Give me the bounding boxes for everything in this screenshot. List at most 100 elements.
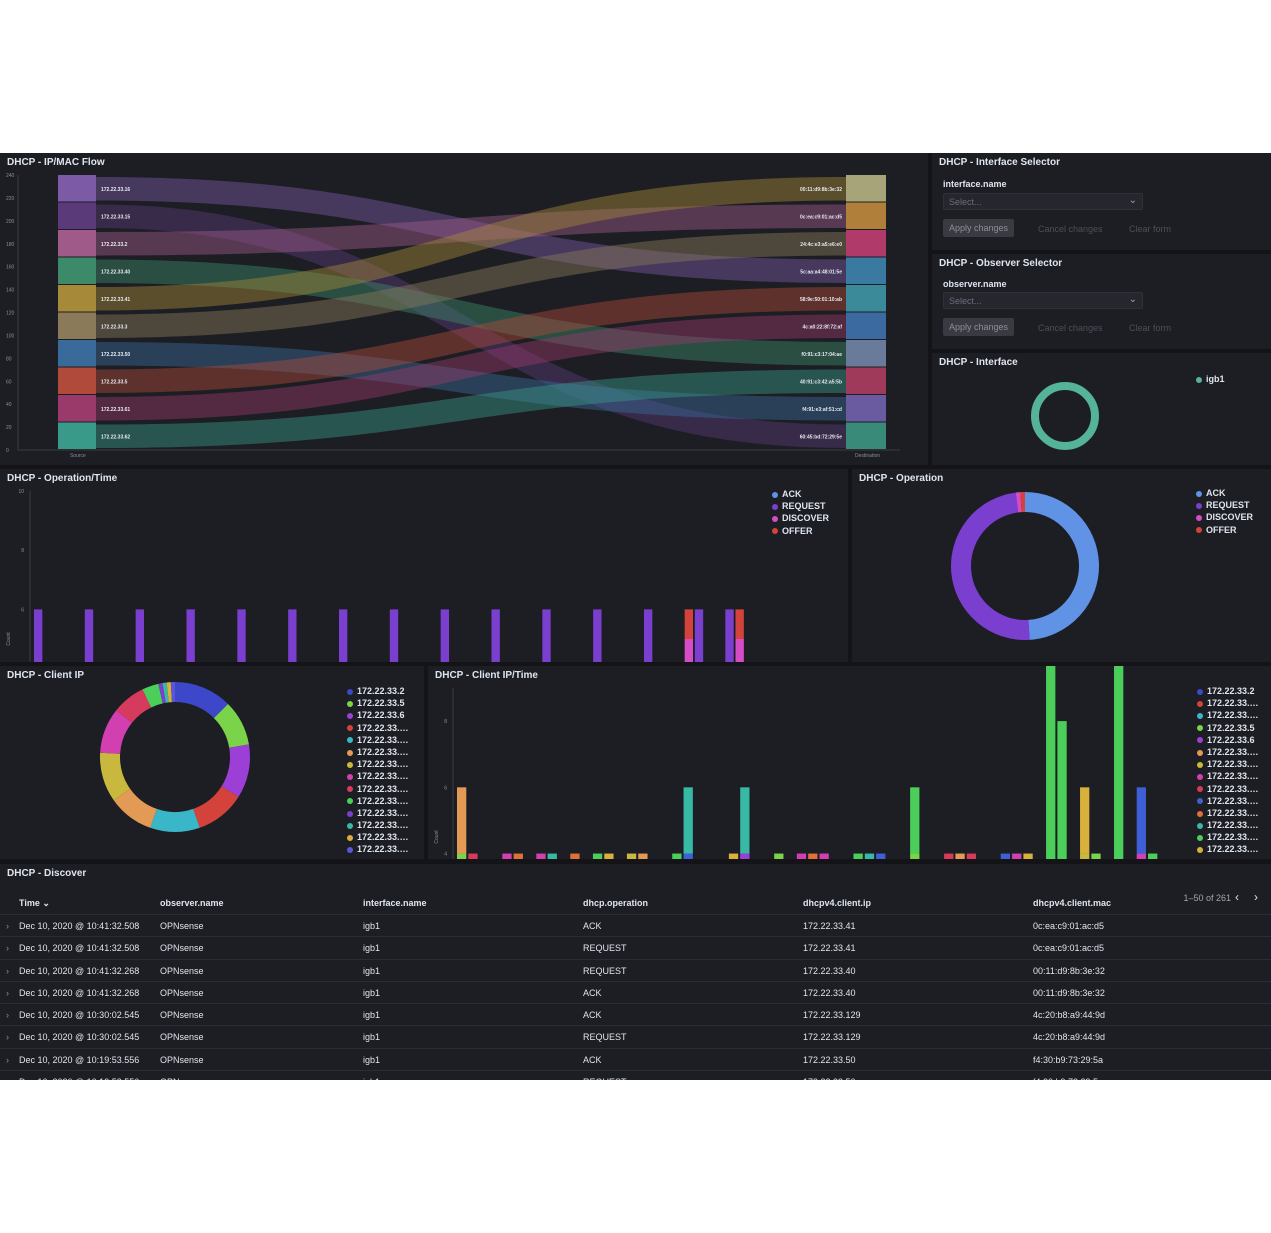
expand-row-icon[interactable]: › bbox=[6, 987, 9, 998]
donut-slice-igb1 bbox=[1031, 382, 1099, 450]
column-header[interactable]: dhcpv4.client.mac bbox=[1033, 898, 1112, 908]
table-cell: REQUEST bbox=[583, 1032, 627, 1043]
bar-segment bbox=[288, 609, 297, 662]
legend-item[interactable]: 172.22.33.… bbox=[1197, 819, 1259, 831]
prev-page-icon[interactable]: ‹ bbox=[1235, 890, 1239, 904]
source-label: 172.22.33.62 bbox=[101, 434, 130, 440]
column-header[interactable]: Time ⌄ bbox=[19, 898, 50, 908]
operation-donut bbox=[951, 492, 1099, 640]
expand-row-icon[interactable]: › bbox=[6, 921, 9, 931]
y-tick-label: 180 bbox=[6, 242, 15, 248]
table-cell: ACK bbox=[583, 1010, 602, 1021]
bar-segment bbox=[910, 853, 920, 859]
column-header[interactable]: interface.name bbox=[363, 898, 427, 908]
legend-item[interactable]: 172.22.33.… bbox=[1197, 807, 1259, 819]
clear-form-button[interactable]: Clear form bbox=[1129, 323, 1172, 333]
legend-item[interactable]: 172.22.33.… bbox=[347, 807, 409, 819]
legend-item[interactable]: 172.22.33.… bbox=[347, 734, 409, 746]
destination-node bbox=[846, 422, 886, 449]
operation-panel: DHCP - Operation ACK REQUEST DISCOVER OFFER bbox=[852, 469, 1271, 662]
table-row[interactable]: › Dec 10, 2020 @ 10:30:02.545 OPNsense igb1… bbox=[0, 1026, 1271, 1049]
table-row[interactable]: › Dec 10, 2020 @ 10:41:32.508 OPNsense igb1… bbox=[0, 937, 1271, 960]
legend-item[interactable]: 172.22.33.… bbox=[1197, 758, 1259, 770]
table-row[interactable]: › Dec 10, 2020 @ 10:41:32.268 OPNsense igb1… bbox=[0, 982, 1271, 1005]
legend-label: 172.22.33.… bbox=[1207, 844, 1259, 855]
legend-item[interactable]: 172.22.33.… bbox=[347, 795, 409, 807]
bar-segment bbox=[547, 853, 557, 859]
interface-select[interactable]: Select... ⌄ bbox=[943, 193, 1143, 210]
legend-item[interactable]: 172.22.33.… bbox=[1197, 770, 1259, 782]
expand-row-icon[interactable]: › bbox=[6, 1054, 9, 1065]
legend-dot bbox=[1197, 725, 1203, 732]
legend-item[interactable]: DISCOVER bbox=[772, 512, 829, 524]
legend-item[interactable]: 172.22.33.5 bbox=[1197, 722, 1259, 734]
table-cell: f4:30:b9:73:29:5a bbox=[1033, 1077, 1103, 1080]
legend-label: REQUEST bbox=[1206, 500, 1250, 511]
legend-dot bbox=[347, 737, 353, 744]
legend-item[interactable]: REQUEST bbox=[772, 500, 829, 512]
table-cell: REQUEST bbox=[583, 1077, 627, 1080]
legend-item[interactable]: 172.22.33.… bbox=[1197, 746, 1259, 758]
table-cell: igb1 bbox=[363, 965, 381, 976]
legend-dot bbox=[1197, 749, 1203, 756]
legend-dot bbox=[1196, 490, 1202, 497]
expand-row-icon[interactable]: › bbox=[6, 1032, 9, 1043]
legend-item[interactable]: 172.22.33.… bbox=[1197, 795, 1259, 807]
legend-item[interactable]: 172.22.33.… bbox=[1197, 831, 1259, 843]
bar-segment bbox=[966, 853, 977, 859]
next-page-icon[interactable]: › bbox=[1254, 890, 1258, 904]
bar-segment bbox=[1091, 853, 1101, 859]
legend-item[interactable]: REQUEST bbox=[1196, 499, 1253, 511]
table-row[interactable]: › Dec 10, 2020 @ 10:41:32.268 OPNsense igb1… bbox=[0, 960, 1271, 982]
panel-title: DHCP - Interface Selector bbox=[939, 157, 1060, 168]
legend-item[interactable]: igb1 bbox=[1196, 373, 1225, 385]
legend-item[interactable]: OFFER bbox=[1196, 524, 1253, 536]
observer-select[interactable]: Select... ⌄ bbox=[943, 292, 1143, 309]
apply-changes-button[interactable]: Apply changes bbox=[943, 219, 1015, 237]
operation-time-legend: ACK REQUEST DISCOVER OFFER bbox=[772, 488, 829, 537]
legend-item[interactable]: 172.22.33.6 bbox=[1197, 734, 1259, 746]
table-row[interactable]: › Dec 10, 2020 @ 10:19:53.556 OPNsense igb1… bbox=[0, 1049, 1271, 1072]
legend-item[interactable]: 172.22.33.… bbox=[1197, 709, 1259, 721]
table-row[interactable]: › Dec 10, 2020 @ 10:41:32.508 OPNsense igb1… bbox=[0, 915, 1271, 938]
table-cell: 172.22.33.41 bbox=[803, 921, 856, 931]
legend-item[interactable]: 172.22.33.2 bbox=[347, 685, 409, 697]
table-cell: ACK bbox=[583, 1054, 602, 1065]
legend-item[interactable]: 172.22.33.… bbox=[347, 783, 409, 795]
table-row[interactable]: › Dec 10, 2020 @ 10:30:02.545 OPNsense igb1… bbox=[0, 1004, 1271, 1027]
clear-form-button[interactable]: Clear form bbox=[1129, 224, 1172, 234]
expand-row-icon[interactable]: › bbox=[6, 943, 9, 954]
legend-item[interactable]: 172.22.33.2 bbox=[1197, 685, 1259, 697]
destination-node bbox=[846, 312, 886, 339]
legend-item[interactable]: 172.22.33.… bbox=[347, 843, 409, 855]
table-row[interactable]: › Dec 10, 2020 @ 10:19:53.556 OPNsense igb1… bbox=[0, 1071, 1271, 1080]
panel-title: DHCP - Operation bbox=[859, 473, 944, 484]
legend-item[interactable]: 172.22.33.… bbox=[347, 758, 409, 770]
column-header[interactable]: observer.name bbox=[160, 898, 224, 908]
column-header[interactable]: dhcp.operation bbox=[583, 898, 648, 908]
legend-item[interactable]: 172.22.33.… bbox=[347, 819, 409, 831]
legend-item[interactable]: 172.22.33.… bbox=[1197, 843, 1259, 855]
expand-row-icon[interactable]: › bbox=[6, 1077, 9, 1080]
legend-item[interactable]: 172.22.33.… bbox=[347, 722, 409, 734]
legend-item[interactable]: OFFER bbox=[772, 525, 829, 537]
legend-item[interactable]: ACK bbox=[772, 488, 829, 500]
column-header[interactable]: dhcpv4.client.ip bbox=[803, 898, 872, 908]
cancel-changes-button[interactable]: Cancel changes bbox=[1038, 224, 1103, 234]
destination-label: 4c:a0:22:8f:72:af bbox=[803, 324, 843, 330]
legend-item[interactable]: 172.22.33.… bbox=[1197, 697, 1259, 709]
legend-item[interactable]: 172.22.33.5 bbox=[347, 697, 409, 709]
legend-item[interactable]: 172.22.33.6 bbox=[347, 709, 409, 721]
source-node bbox=[58, 257, 96, 284]
apply-changes-button[interactable]: Apply changes bbox=[943, 318, 1015, 336]
expand-row-icon[interactable]: › bbox=[6, 965, 9, 976]
expand-row-icon[interactable]: › bbox=[6, 1010, 9, 1021]
legend-item[interactable]: 172.22.33.… bbox=[347, 831, 409, 843]
legend-item[interactable]: DISCOVER bbox=[1196, 511, 1253, 523]
legend-item[interactable]: 172.22.33.… bbox=[347, 770, 409, 782]
legend-label: 172.22.33.… bbox=[1207, 771, 1259, 782]
cancel-changes-button[interactable]: Cancel changes bbox=[1038, 323, 1103, 333]
legend-item[interactable]: ACK bbox=[1196, 487, 1253, 499]
legend-item[interactable]: 172.22.33.… bbox=[1197, 783, 1259, 795]
legend-item[interactable]: 172.22.33.… bbox=[347, 746, 409, 758]
